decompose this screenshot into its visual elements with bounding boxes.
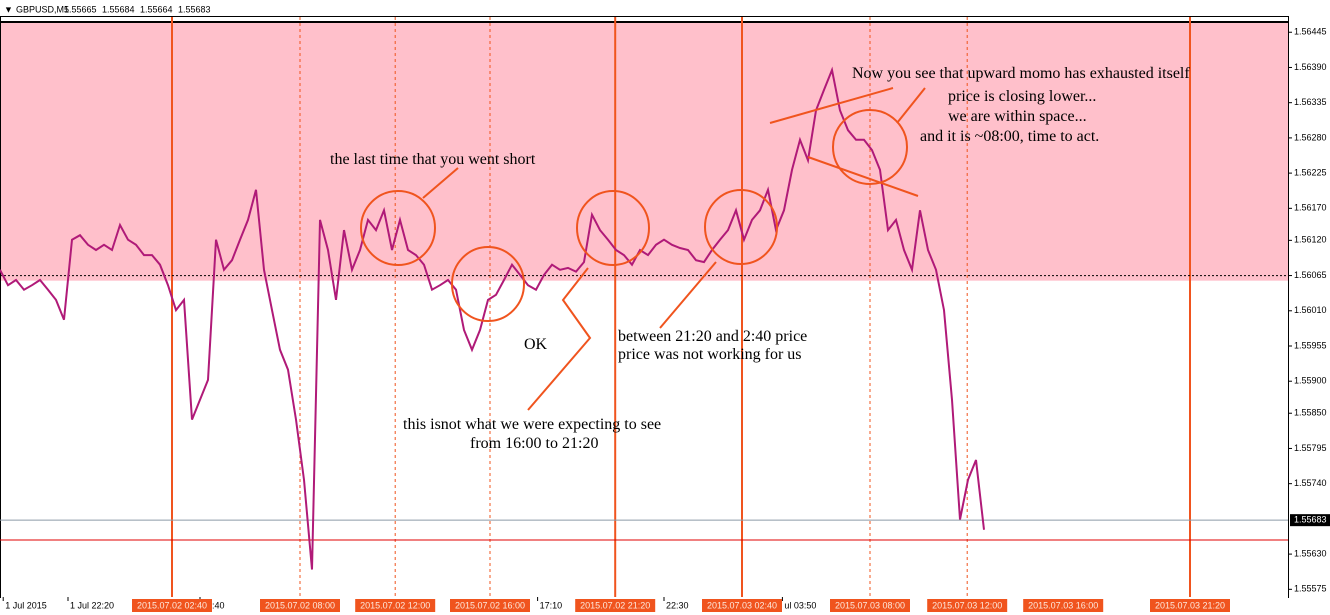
x-tick-label: ul 03:50 <box>784 600 816 610</box>
marker-label: 2015.07.03 02:40 <box>707 600 777 610</box>
marker-tag <box>1023 599 1104 612</box>
y-tick-label: 1.55850 <box>1294 408 1327 418</box>
x-tick-label: 17:10 <box>540 600 563 610</box>
menu-arrow: ▼ <box>4 4 13 14</box>
marker-label: 2015.07.03 08:00 <box>835 600 905 610</box>
marker-label: 2015.07.02 08:00 <box>265 600 335 610</box>
annotation: from 16:00 to 21:20 <box>470 435 598 452</box>
y-tick-label: 1.56170 <box>1294 203 1327 213</box>
marker-label: 2015.07.03 16:00 <box>1028 600 1098 610</box>
x-tick-label: 1 Jul 2015 <box>5 600 47 610</box>
ohlc: 1.55664 <box>140 4 173 14</box>
y-tick-label: 1.55740 <box>1294 478 1327 488</box>
y-tick-label: 1.55630 <box>1294 548 1327 558</box>
trendline <box>807 156 919 197</box>
circle <box>451 246 525 322</box>
y-tick-label: 1.56390 <box>1294 62 1327 72</box>
y-tick-label: 1.56280 <box>1294 132 1327 142</box>
marker-label: 2015.07.03 12:00 <box>932 600 1002 610</box>
circle <box>360 190 436 266</box>
zone <box>0 22 1288 281</box>
marker-tag <box>132 599 212 612</box>
marker-label: 2015.07.02 21:20 <box>580 600 650 610</box>
symbol: GBPUSD,M5 <box>16 4 69 14</box>
annotation: the last time that you went short <box>330 151 536 168</box>
annotation: we are within space... <box>948 108 1087 125</box>
circle <box>576 190 650 266</box>
y-tick-label: 1.56225 <box>1294 167 1327 177</box>
ohlc: 1.55683 <box>178 4 211 14</box>
x-tick-label: 22:30 <box>666 600 689 610</box>
y-tick-label: 1.56010 <box>1294 305 1327 315</box>
plot: 1.56445 1.56390 1.56335 1.56280 1.56225 1.561… <box>0 17 1330 615</box>
y-tick-label: 1.56335 <box>1294 97 1327 107</box>
pointer <box>527 267 592 411</box>
marker-label: 2015.07.02 16:00 <box>455 600 525 610</box>
price-line <box>0 66 985 570</box>
y-tick-label: 1.55955 <box>1294 340 1327 350</box>
annotations: the last time that you went short OK thi… <box>330 65 1190 452</box>
x-tick-label: 1 Jul 22:20 <box>70 600 114 610</box>
bid-label: 1.55683 <box>1294 515 1327 525</box>
marker-label: 2015.07.02 02:40 <box>137 600 207 610</box>
marker-tag <box>1150 599 1230 612</box>
annotation: Now you see that upward momo has exhaust… <box>852 65 1190 82</box>
y-axis-panel <box>1289 17 1330 597</box>
trendline <box>769 87 894 124</box>
marker-tag <box>575 599 656 612</box>
marker-label: 2015.07.02 12:00 <box>360 600 430 610</box>
marker-tag <box>702 599 782 612</box>
annotation: this isnot what we were expecting to see <box>403 416 661 433</box>
marker-tag <box>927 599 1008 612</box>
pointer <box>896 87 926 124</box>
marker-tag <box>830 599 910 612</box>
circle <box>704 189 778 265</box>
y-tick-label: 1.55575 <box>1294 584 1327 594</box>
marker-label: 2015.07.03 21:20 <box>1155 600 1225 610</box>
annotation: and it is ~08:00, time to act. <box>920 128 1099 145</box>
y-tick-label: 1.55795 <box>1294 443 1327 453</box>
y-tick-label: 1.56120 <box>1294 235 1327 245</box>
x-tick-label: 03:40 <box>202 600 225 610</box>
bid-tag <box>1290 514 1330 527</box>
pointer <box>422 167 459 199</box>
marker-tag <box>355 599 436 612</box>
annotation: price is closing lower... <box>948 88 1096 105</box>
annotation: price was not working for us <box>618 346 802 363</box>
y-tick-label: 1.56065 <box>1294 270 1327 280</box>
annotation: between 21:20 and 2:40 price <box>618 328 807 345</box>
ohlc: 1.55665 <box>64 4 97 14</box>
marker-tag <box>260 599 340 612</box>
annotation: OK <box>524 336 548 353</box>
ohlc: 1.55684 <box>102 4 135 14</box>
pointer <box>659 261 717 329</box>
circle <box>832 109 908 185</box>
y-tick-label: 1.55900 <box>1294 376 1327 386</box>
y-tick-label: 1.56445 <box>1294 27 1327 37</box>
marker-tag <box>450 599 530 612</box>
